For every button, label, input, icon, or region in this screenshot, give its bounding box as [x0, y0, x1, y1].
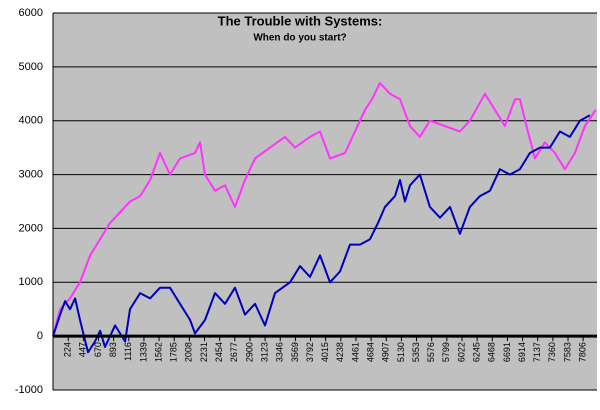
x-tick-label: 6914: [517, 342, 527, 362]
y-tick-label: 6000: [19, 7, 43, 19]
x-tick-label: 7806: [578, 342, 588, 362]
x-tick-label: 3792: [305, 342, 315, 362]
chart-subtitle: When do you start?: [253, 33, 346, 44]
x-tick-label: 5576: [426, 342, 436, 362]
x-tick-label: 5799: [441, 342, 451, 362]
x-tick-label: 7137: [532, 342, 542, 362]
x-tick-label: 4907: [381, 342, 391, 362]
x-tick-label: 1785: [169, 342, 179, 362]
x-tick-label: 670: [93, 342, 103, 357]
x-tick-label: 893: [108, 342, 118, 357]
x-tick-label: 1339: [138, 342, 148, 362]
x-tick-label: 2231: [199, 342, 209, 362]
x-tick-label: 224: [63, 342, 73, 357]
series-line: [52, 82, 597, 337]
plot-area: [53, 13, 597, 390]
x-tick-label: 7583: [562, 342, 572, 362]
y-tick-label: 1000: [19, 276, 43, 288]
x-tick-label: 4238: [335, 342, 345, 362]
y-tick-label: 2000: [19, 222, 43, 234]
x-tick-label: 3569: [290, 342, 300, 362]
chart-title: The Trouble with Systems:: [218, 13, 383, 28]
x-tick-label: 1116: [123, 342, 133, 361]
x-tick-label: 6691: [502, 342, 512, 362]
x-tick-label: 3123: [259, 342, 269, 362]
x-tick-label: 1562: [153, 342, 163, 362]
x-tick-label: 6468: [487, 342, 497, 362]
lines: [52, 82, 597, 354]
y-tick-label: 3000: [19, 168, 43, 180]
y-tick-label: 4000: [19, 115, 43, 127]
x-tick-label: 2008: [184, 342, 194, 362]
x-tick-label: 6245: [472, 342, 482, 362]
axes: -1000 0 1000 2000 3000 4000 5000 6000 224 447 670 8…: [15, 7, 597, 396]
x-tick-label: 4461: [350, 342, 360, 362]
x-tick-label: 4015: [320, 342, 330, 362]
x-tick-label: 2677: [229, 342, 239, 362]
x-tick-label: 5130: [396, 342, 406, 362]
series-line: [52, 114, 591, 354]
x-tick-label: 6022: [456, 342, 466, 362]
x-tick-label: 7360: [547, 342, 557, 362]
x-tick-label: 447: [78, 342, 88, 357]
x-tick-label: 2900: [244, 342, 254, 362]
y-tick-label: 0: [37, 330, 43, 342]
x-tick-label: 3346: [275, 342, 285, 362]
x-tick-label: 4684: [365, 342, 375, 362]
x-tick-label: 5353: [411, 342, 421, 362]
y-tick-label: -1000: [15, 384, 43, 396]
x-tick-label: 2454: [214, 342, 224, 362]
y-tick-label: 5000: [19, 61, 43, 73]
